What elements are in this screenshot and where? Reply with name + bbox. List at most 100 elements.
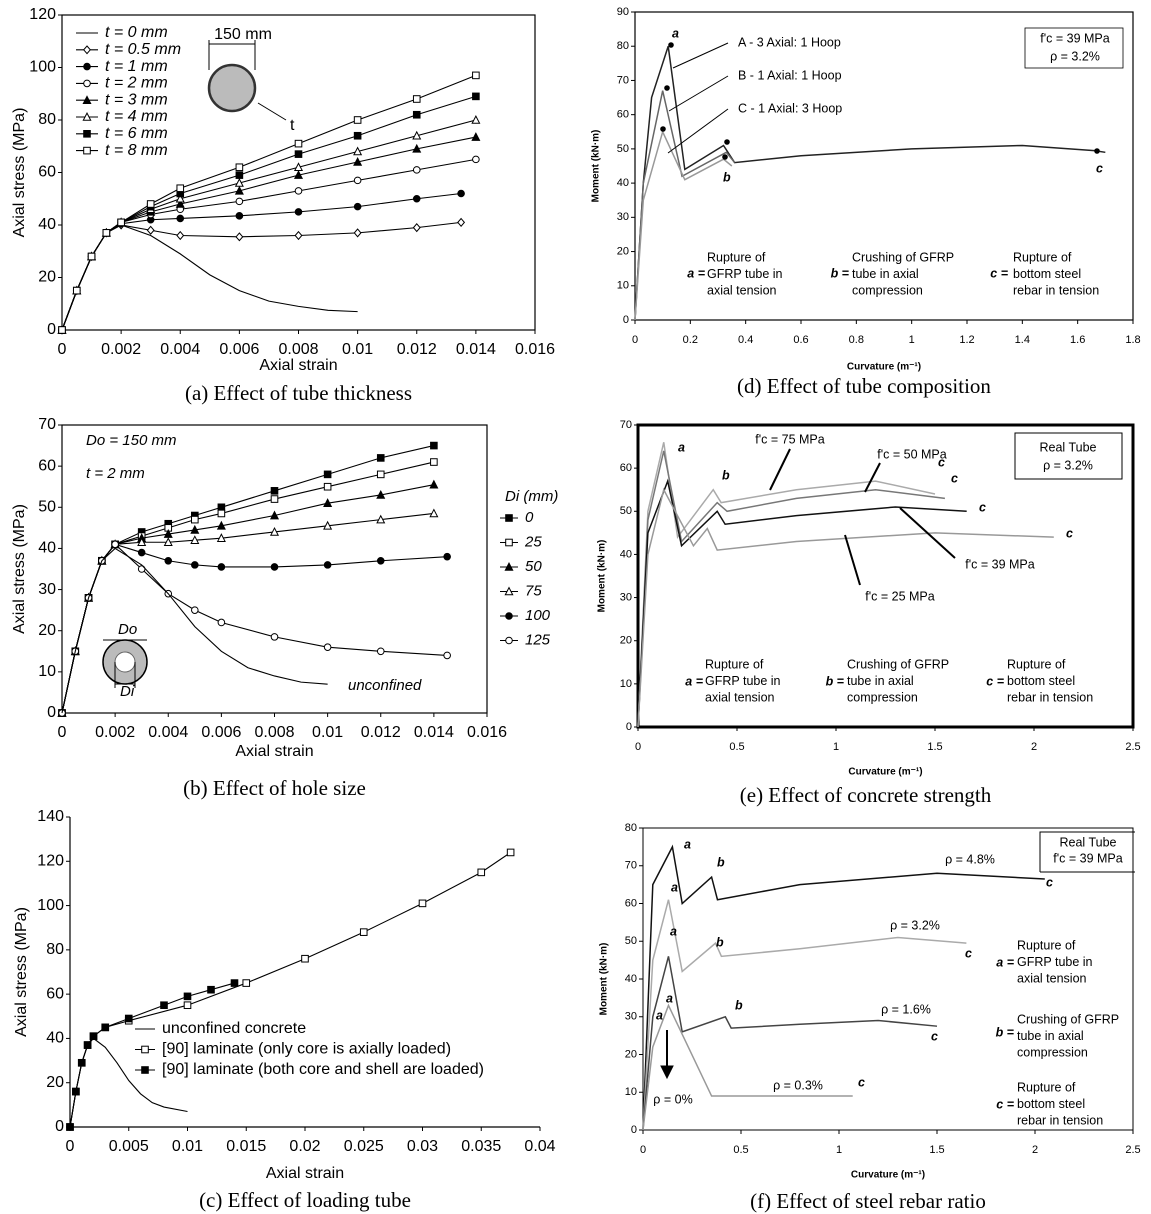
decoration: [864, 462, 881, 493]
series-label: f'c = 39 MPa: [965, 557, 1034, 571]
x-tick-label: 2.5: [1125, 741, 1140, 753]
x-tick-label: 0.005: [109, 1138, 149, 1155]
y-tick-label: 30: [38, 581, 56, 598]
decoration: [1094, 148, 1100, 154]
data-point: [235, 163, 244, 172]
data-point: [234, 185, 244, 195]
note: c =: [996, 1097, 1014, 1111]
x-tick-label: 0.016: [467, 724, 507, 741]
data-point: [217, 563, 226, 571]
y-tick-label: 120: [29, 6, 56, 23]
legend-label: [90] laminate (both core and shell are l…: [162, 1061, 484, 1078]
decoration: [660, 1065, 674, 1080]
series-label: C - 1 Axial: 3 Hoop: [738, 101, 842, 115]
note-line: Rupture of: [705, 657, 764, 671]
data-point: [412, 130, 422, 140]
y-axis-label: Axial stress (MPa): [11, 504, 28, 634]
y-tick-label: 30: [617, 211, 629, 223]
note: b: [717, 855, 725, 869]
data-point: [176, 184, 185, 193]
note-line: Crushing of GFRP: [852, 250, 954, 264]
decoration: [668, 42, 674, 48]
decoration: [724, 139, 730, 145]
data-point: [164, 556, 173, 565]
y-tick-label: 60: [38, 164, 56, 181]
decoration: [664, 85, 670, 91]
decoration: [722, 154, 728, 160]
data-point: [412, 194, 421, 203]
series-line: [634, 45, 1106, 321]
y-tick-label: 20: [620, 635, 632, 647]
x-tick-label: 0.002: [95, 724, 135, 741]
data-point: [111, 540, 119, 549]
y-tick-label: 10: [617, 280, 629, 292]
y-tick-label: 20: [46, 1074, 64, 1091]
data-point: [117, 218, 125, 227]
legend-label: 125: [525, 631, 551, 648]
decoration: [769, 448, 791, 491]
series-label: ρ = 3.2%: [890, 918, 940, 932]
data-point: [234, 178, 244, 187]
data-point: [457, 189, 465, 198]
data-point: [412, 110, 421, 119]
note-line: tube in axial: [847, 674, 914, 688]
legend-label: t = 4 mm: [105, 108, 168, 125]
data-point: [190, 524, 200, 534]
x-tick-label: 0.006: [219, 341, 259, 358]
x-tick-label: 0.014: [456, 341, 496, 358]
data-point: [323, 561, 332, 569]
legend-label: t = 2 mm: [105, 75, 168, 92]
data-point: [359, 928, 368, 936]
x-tick-label: 0.015: [226, 1138, 266, 1155]
x-tick-label: 1.4: [1015, 334, 1030, 346]
note: b =: [996, 1025, 1015, 1039]
decoration: [668, 75, 729, 112]
legend-label: unconfined concrete: [162, 1020, 306, 1037]
series-line: [642, 844, 1045, 1131]
data-point: [293, 162, 304, 172]
y-tick-label: 0: [47, 704, 56, 721]
decoration: [1014, 432, 1123, 480]
y-tick-label: 70: [617, 74, 629, 86]
y-tick-label: 30: [625, 1011, 637, 1023]
note-line: axial tension: [705, 690, 775, 704]
data-point: [412, 166, 421, 174]
data-point: [102, 229, 111, 237]
x-axis-label: Axial strain: [266, 1165, 344, 1182]
legend-label: t = 0 mm: [105, 24, 168, 41]
y-tick-label: 140: [37, 808, 64, 825]
decoration: [667, 108, 729, 154]
x-axis-label: Curvature (m⁻¹): [847, 362, 921, 373]
decoration: [114, 651, 136, 673]
y-tick-label: 20: [617, 245, 629, 257]
x-tick-label: 0.8: [849, 334, 864, 346]
data-point: [137, 548, 146, 557]
series-label: f'c = 75 MPa: [755, 432, 824, 446]
data-point: [83, 1041, 92, 1049]
data-point: [294, 150, 303, 158]
x-axis-label: Axial strain: [259, 357, 337, 374]
data-point: [146, 200, 155, 208]
note-line: GFRP tube in: [705, 674, 781, 688]
data-point: [176, 230, 185, 241]
legend-label: 75: [525, 582, 542, 599]
data-point: [190, 535, 200, 544]
note-line: compression: [847, 690, 918, 704]
decoration: [1024, 27, 1124, 69]
y-axis-label: Moment (kN·m): [591, 130, 602, 203]
decoration: [899, 507, 956, 559]
x-tick-label: 1.6: [1070, 334, 1085, 346]
plot-frame: [636, 423, 1135, 729]
data-point: [216, 533, 226, 542]
series-line: [637, 442, 936, 728]
note-line: compression: [1017, 1045, 1088, 1059]
legend-label: 0: [525, 509, 534, 526]
x-tick-label: 0.004: [148, 724, 188, 741]
y-tick-label: 100: [37, 897, 64, 914]
x-tick-label: 1: [909, 334, 915, 346]
y-tick-label: 70: [620, 419, 632, 431]
data-point: [323, 470, 332, 479]
series-label: f'c = 25 MPa: [865, 589, 934, 603]
y-tick-label: 80: [46, 941, 64, 958]
